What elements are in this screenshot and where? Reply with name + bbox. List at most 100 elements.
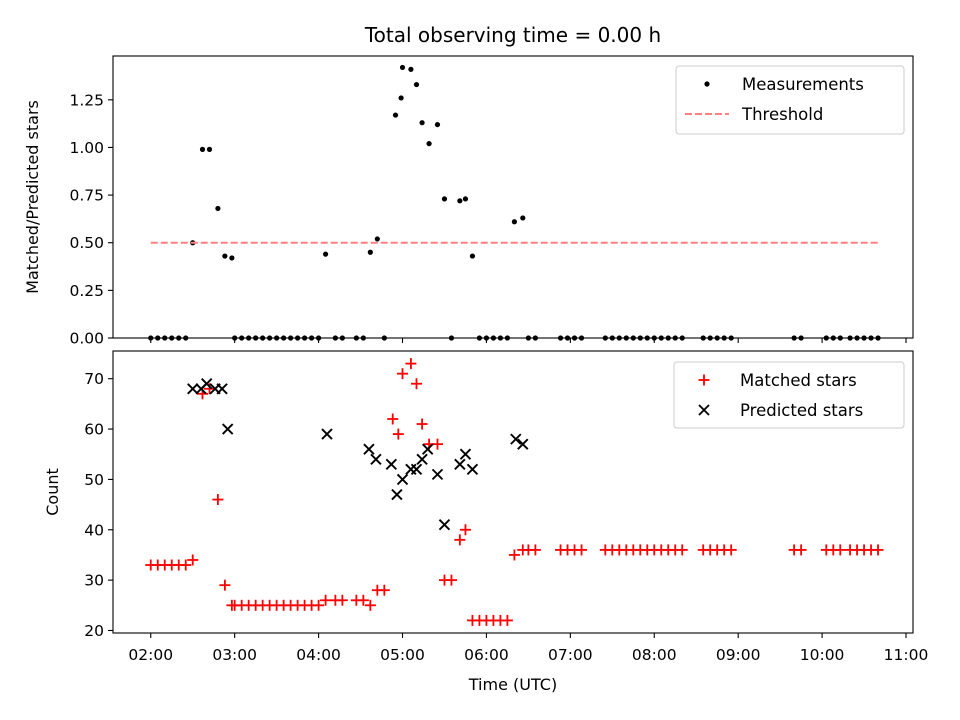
bottom-y-ticks: 20 30 40 50 60 70	[84, 370, 113, 640]
measurement-point	[413, 81, 420, 88]
predicted-star-marker	[466, 463, 479, 476]
matched-star-marker	[795, 544, 807, 556]
measurement-point	[462, 196, 469, 202]
predicted-star-marker	[385, 458, 397, 470]
legend-marker-predicted	[698, 404, 710, 416]
measurement-point	[457, 198, 463, 204]
bottom-legend: Matched stars Predicted stars	[673, 361, 905, 429]
count-panel: 20 30 40 50 60 70 02:00 03:00 04:00 05:00 06:00 07…	[43, 350, 929, 694]
predicted-star-marker	[422, 443, 434, 455]
x-tick-label: 09:00	[716, 646, 761, 664]
predicted-star-marker	[370, 453, 382, 465]
predicted-star-marker	[222, 423, 234, 435]
measurement-point	[229, 255, 235, 261]
predicted-star-marker	[216, 383, 228, 395]
matched-star-marker	[576, 544, 588, 556]
y-tick-label: 0.25	[69, 282, 104, 300]
measurement-point	[367, 249, 373, 255]
measurement-point	[426, 141, 432, 147]
predicted-star-marker	[454, 458, 466, 470]
matched-star-marker	[872, 544, 884, 556]
matched-star-marker	[676, 544, 688, 556]
y-tick-label: 40	[84, 521, 104, 539]
legend-box	[673, 361, 905, 429]
matched-star-marker	[410, 378, 422, 390]
matched-star-marker	[219, 579, 231, 591]
y-tick-label: 30	[84, 572, 104, 590]
ratio-panel: Total observing time = 0.00 h 0.000.250.…	[23, 23, 914, 348]
matched-star-marker	[378, 584, 390, 596]
measurement-point	[215, 205, 221, 212]
matched-star-marker	[405, 358, 417, 370]
legend-label-predicted: Predicted stars	[740, 401, 863, 420]
top-axes-frame	[112, 55, 914, 339]
matched-star-marker	[459, 524, 471, 536]
matched-star-marker	[508, 549, 520, 561]
top-y-ticks: 0.00 0.25 0.50 0.75 1.00 1.25	[69, 91, 113, 348]
x-tick-label: 05:00	[380, 646, 425, 664]
y-tick-label: 0.50	[69, 234, 104, 252]
legend-marker-measurements	[704, 81, 710, 87]
predicted-star-marker	[416, 453, 428, 465]
matched-star-marker	[357, 594, 369, 606]
matched-star-marker	[454, 534, 466, 546]
x-tick-label: 07:00	[548, 646, 593, 664]
measurement-point	[419, 120, 425, 126]
x-tick-label: 06:00	[464, 646, 509, 664]
predicted-star-marker	[363, 443, 375, 455]
top-legend: Measurements Threshold	[675, 65, 905, 135]
measurement-point	[322, 251, 329, 257]
y-tick-label: 0.00	[69, 330, 104, 348]
x-tick-label: 02:00	[128, 646, 173, 664]
predicted-star-marker	[431, 468, 444, 481]
measurement-point	[520, 215, 526, 221]
measurement-point	[206, 146, 213, 152]
measurement-point	[392, 112, 399, 118]
y-tick-label: 1.25	[69, 91, 104, 109]
predicted-star-marker	[201, 378, 213, 390]
predicted-star-marker	[187, 383, 199, 395]
legend-label-threshold: Threshold	[741, 105, 823, 124]
matched-star-marker	[397, 368, 409, 380]
matched-star-marker	[180, 559, 192, 571]
y-tick-label: 1.00	[69, 139, 104, 157]
matched-star-marker	[416, 418, 428, 430]
matched-star-marker	[431, 438, 443, 450]
y-tick-label: 60	[84, 421, 104, 439]
matched-star-marker	[204, 383, 216, 395]
top-x-ticks	[150, 338, 907, 343]
predicted-star-marker	[438, 519, 451, 531]
matched-star-marker	[336, 594, 348, 606]
bottom-y-axis-label: Count	[43, 468, 62, 516]
x-tick-label: 11:00	[884, 646, 929, 664]
legend-label-matched: Matched stars	[740, 371, 857, 390]
top-y-axis-label: Matched/Predicted stars	[23, 100, 42, 294]
measurement-point	[408, 66, 414, 72]
predicted-star-marker	[517, 438, 529, 450]
x-tick-label: 08:00	[632, 646, 677, 664]
y-tick-label: 70	[84, 370, 104, 388]
predicted-star-marker	[321, 428, 333, 440]
predicted-star-marker	[391, 488, 403, 501]
measurement-point	[374, 236, 380, 242]
matched-star-marker	[313, 599, 325, 611]
measurement-point	[469, 253, 476, 259]
x-tick-label: 03:00	[212, 646, 257, 664]
matched-star-marker	[501, 614, 513, 626]
x-tick-label: 04:00	[296, 646, 341, 664]
matched-star-marker	[387, 413, 399, 425]
measurement-point	[199, 146, 206, 152]
measurement-point	[511, 219, 517, 225]
matched-star-marker	[187, 554, 199, 566]
matched-star-marker	[445, 574, 457, 586]
predicted-star-marker	[396, 473, 409, 486]
y-tick-label: 0.75	[69, 187, 104, 205]
bottom-axes-frame	[112, 350, 914, 634]
matched-star-marker	[834, 544, 846, 556]
matched-star-marker	[529, 544, 541, 556]
measurement-point	[222, 253, 228, 259]
y-tick-label: 50	[84, 471, 104, 489]
x-tick-label: 10:00	[800, 646, 845, 664]
x-axis-label: Time (UTC)	[468, 675, 557, 694]
